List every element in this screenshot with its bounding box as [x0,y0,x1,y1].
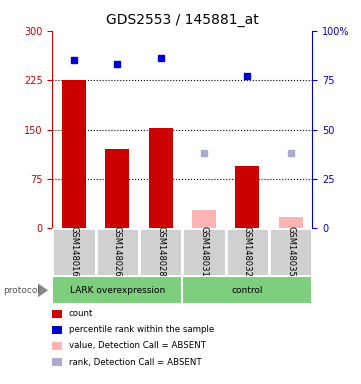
Text: GSM148032: GSM148032 [243,226,252,277]
Bar [279,217,303,228]
Text: GSM148035: GSM148035 [286,226,295,277]
Text: GSM148016: GSM148016 [70,226,78,277]
Bar [182,228,226,276]
Bar [149,127,173,228]
Bar [139,228,182,276]
Text: value, Detection Call = ABSENT: value, Detection Call = ABSENT [69,341,206,351]
Bar [182,276,312,304]
Polygon shape [38,283,48,297]
Bar [52,276,182,304]
Text: rank, Detection Call = ABSENT: rank, Detection Call = ABSENT [69,358,201,367]
Text: GSM148031: GSM148031 [200,226,208,277]
Text: GSM148028: GSM148028 [156,226,165,277]
Bar [235,166,259,228]
Bar [269,228,312,276]
Bar [62,80,86,228]
Text: count: count [69,309,93,318]
Bar [192,210,216,228]
Bar [105,149,129,228]
Bar [226,228,269,276]
Bar [96,228,139,276]
Text: control: control [231,286,263,295]
Text: protocol: protocol [4,286,40,295]
Title: GDS2553 / 145881_at: GDS2553 / 145881_at [106,13,259,27]
Text: percentile rank within the sample: percentile rank within the sample [69,325,214,334]
Text: GSM148026: GSM148026 [113,226,122,277]
Text: LARK overexpression: LARK overexpression [70,286,165,295]
Bar [52,228,96,276]
